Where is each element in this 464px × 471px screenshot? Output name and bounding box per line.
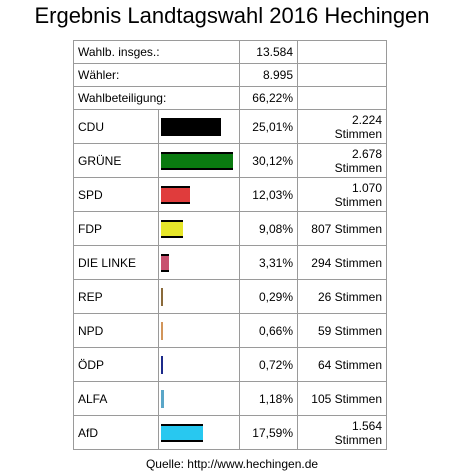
summary-section: Wahlb. insges.: 13.584 Wähler: 8.995 Wah… <box>73 40 387 110</box>
party-name: AfD <box>73 415 159 450</box>
bar-cell <box>158 279 240 314</box>
bar-cell <box>158 245 240 280</box>
bar-cell <box>158 177 240 212</box>
summary-label: Wahlb. insges.: <box>73 40 240 64</box>
votes-label: 2.678 Stimmen <box>297 143 387 178</box>
summary-row: Wähler: 8.995 <box>73 63 387 87</box>
party-section: CDU 25,01% 2.224 Stimmen GRÜNE 30,12% 2.678 S… <box>73 109 387 450</box>
party-row: AfD 17,59% 1.564 Stimmen <box>73 415 387 450</box>
party-name: CDU <box>73 109 159 144</box>
results-table: Wahlb. insges.: 13.584 Wähler: 8.995 Wah… <box>73 40 387 450</box>
summary-value: 13.584 <box>239 40 298 64</box>
votes-label: 1.564 Stimmen <box>297 415 387 450</box>
party-name: DIE LINKE <box>73 245 159 280</box>
percent-label: 9,08% <box>239 211 298 246</box>
votes-label: 807 Stimmen <box>297 211 387 246</box>
bar <box>161 151 233 170</box>
percent-label: 3,31% <box>239 245 298 280</box>
summary-empty <box>297 63 387 87</box>
summary-empty <box>297 40 387 64</box>
party-name: NPD <box>73 313 159 348</box>
summary-value: 66,22% <box>239 86 298 110</box>
summary-row: Wahlbeteiligung: 66,22% <box>73 86 387 110</box>
percent-label: 30,12% <box>239 143 298 178</box>
bar <box>161 117 221 136</box>
bar-cell <box>158 381 240 416</box>
party-name: ALFA <box>73 381 159 416</box>
bar <box>161 389 164 408</box>
party-row: NPD 0,66% 59 Stimmen <box>73 313 387 348</box>
percent-label: 0,66% <box>239 313 298 348</box>
party-name: ÖDP <box>73 347 159 382</box>
votes-label: 59 Stimmen <box>297 313 387 348</box>
votes-label: 26 Stimmen <box>297 279 387 314</box>
percent-label: 17,59% <box>239 415 298 450</box>
bar <box>161 219 183 238</box>
party-row: FDP 9,08% 807 Stimmen <box>73 211 387 246</box>
bar-cell <box>158 415 240 450</box>
bar <box>161 423 203 442</box>
votes-label: 294 Stimmen <box>297 245 387 280</box>
bar <box>161 185 190 204</box>
party-row: CDU 25,01% 2.224 Stimmen <box>73 109 387 144</box>
percent-label: 1,18% <box>239 381 298 416</box>
votes-label: 1.070 Stimmen <box>297 177 387 212</box>
bar <box>161 287 163 306</box>
party-name: FDP <box>73 211 159 246</box>
page-title: Ergebnis Landtagswahl 2016 Hechingen <box>34 3 430 28</box>
party-name: REP <box>73 279 159 314</box>
source-caption: Quelle: http://www.hechingen.de <box>145 457 319 471</box>
summary-empty <box>297 86 387 110</box>
party-row: ÖDP 0,72% 64 Stimmen <box>73 347 387 382</box>
party-name: GRÜNE <box>73 143 159 178</box>
percent-label: 0,29% <box>239 279 298 314</box>
bar-cell <box>158 211 240 246</box>
percent-label: 0,72% <box>239 347 298 382</box>
bar-cell <box>158 143 240 178</box>
bar <box>161 355 163 374</box>
summary-label: Wähler: <box>73 63 240 87</box>
votes-label: 105 Stimmen <box>297 381 387 416</box>
percent-label: 25,01% <box>239 109 298 144</box>
bar <box>161 321 163 340</box>
party-name: SPD <box>73 177 159 212</box>
votes-label: 2.224 Stimmen <box>297 109 387 144</box>
summary-label: Wahlbeteiligung: <box>73 86 240 110</box>
summary-row: Wahlb. insges.: 13.584 <box>73 40 387 64</box>
party-row: DIE LINKE 3,31% 294 Stimmen <box>73 245 387 280</box>
percent-label: 12,03% <box>239 177 298 212</box>
bar-cell <box>158 347 240 382</box>
party-row: REP 0,29% 26 Stimmen <box>73 279 387 314</box>
votes-label: 64 Stimmen <box>297 347 387 382</box>
bar-cell <box>158 109 240 144</box>
summary-value: 8.995 <box>239 63 298 87</box>
party-row: ALFA 1,18% 105 Stimmen <box>73 381 387 416</box>
party-row: GRÜNE 30,12% 2.678 Stimmen <box>73 143 387 178</box>
bar <box>161 253 169 272</box>
party-row: SPD 12,03% 1.070 Stimmen <box>73 177 387 212</box>
bar-cell <box>158 313 240 348</box>
